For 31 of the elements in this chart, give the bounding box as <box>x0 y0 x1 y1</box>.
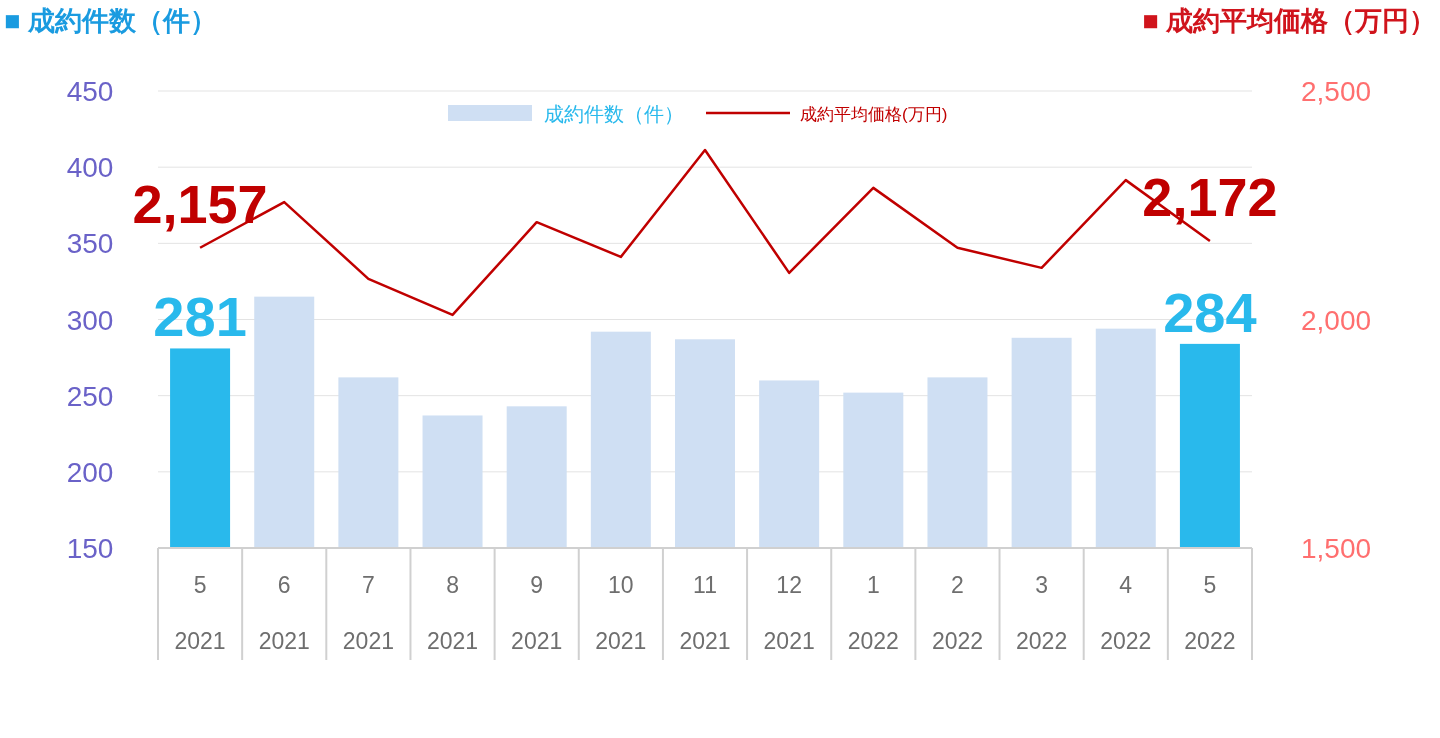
legend-label: 成約件数（件） <box>544 103 684 125</box>
y2-tick-label: 1,500 <box>1300 533 1372 564</box>
y-tick-label: 300 <box>66 304 114 336</box>
category-label: 5 2021 <box>174 572 226 654</box>
y2-tick-label: 2,500 <box>1300 76 1372 107</box>
y-tick-label: 400 <box>66 152 114 184</box>
y2-tick-label: 2,000 <box>1300 304 1372 336</box>
category-label: 12 2021 <box>763 572 815 654</box>
category-label: 6 2021 <box>258 572 310 654</box>
category-label: 5 2022 <box>1184 572 1236 654</box>
y-tick-label: 250 <box>66 380 114 412</box>
category-label: 10 2021 <box>595 572 647 654</box>
y-tick-label: 350 <box>66 228 114 260</box>
category-label: 8 2021 <box>426 572 479 654</box>
data-label: 2,172 <box>1142 166 1278 227</box>
y-axis-title: ■ 成約件数（件） <box>4 6 217 36</box>
y-tick-label: 450 <box>66 76 114 107</box>
y-tick-label: 150 <box>66 533 114 564</box>
category-label: 2 2022 <box>931 572 984 654</box>
category-label: 4 2022 <box>1100 572 1152 654</box>
y2-axis-title: ■ 成約平均価格（万円） <box>1142 6 1436 36</box>
data-label: 2,157 <box>132 173 268 234</box>
category-label: 3 2022 <box>1016 572 1068 654</box>
data-label: 281 <box>153 285 247 349</box>
category-label: 9 2021 <box>511 572 563 654</box>
legend-label: 成約平均価格(万円) <box>800 105 948 124</box>
data-label: 284 <box>1163 280 1257 344</box>
category-label: 11 2021 <box>679 572 731 654</box>
category-label: 1 2022 <box>847 572 899 654</box>
y-tick-label: 200 <box>66 456 114 488</box>
category-label: 7 2021 <box>342 572 394 654</box>
